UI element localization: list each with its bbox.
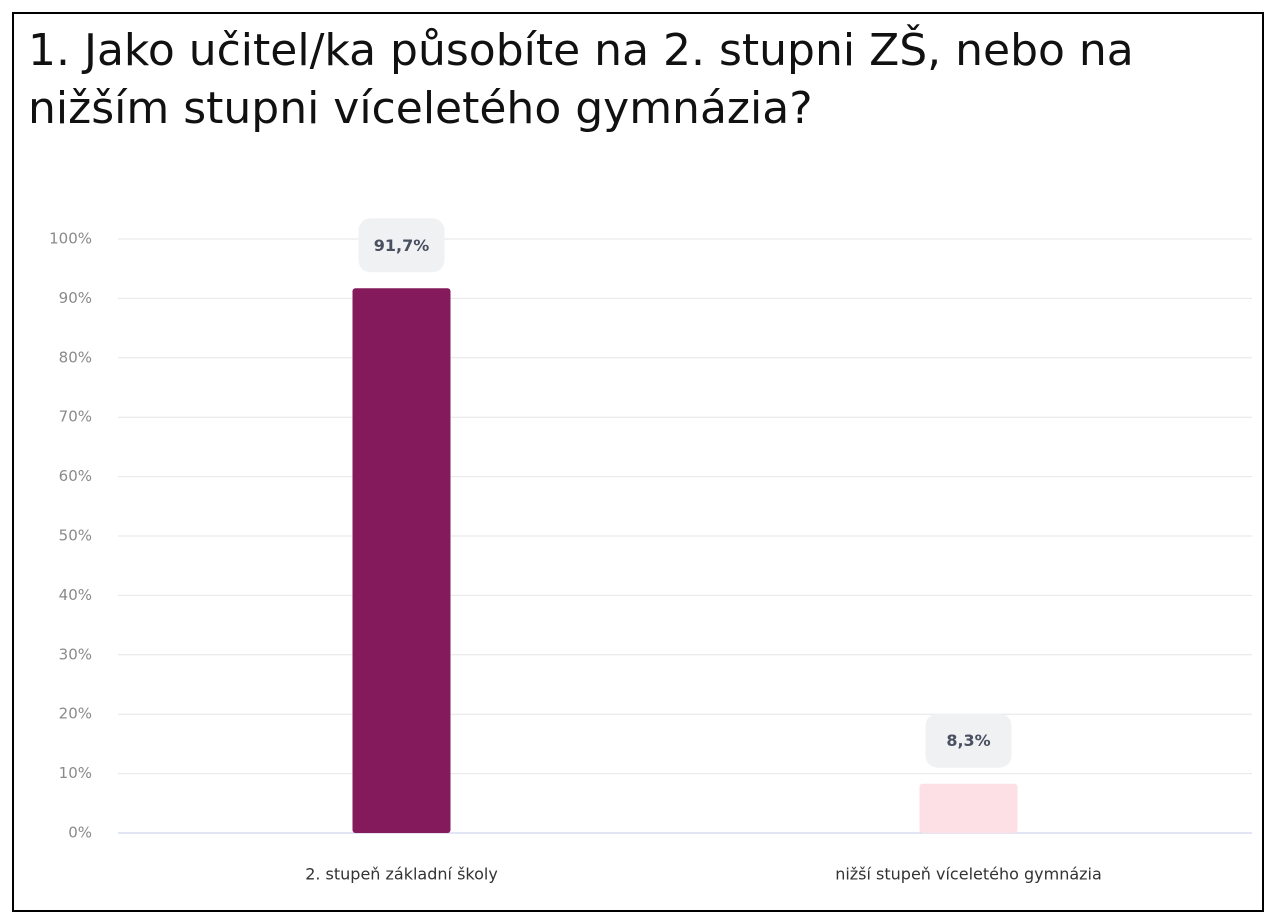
bar bbox=[352, 288, 451, 833]
y-tick-label: 20% bbox=[59, 705, 92, 723]
value-label: 91,7% bbox=[374, 236, 430, 255]
y-tick-label: 40% bbox=[59, 586, 92, 604]
y-tick-label: 70% bbox=[59, 408, 92, 426]
value-label-bg bbox=[925, 713, 1012, 768]
x-tick-label: nižší stupeň víceletého gymnázia bbox=[835, 865, 1102, 884]
y-tick-label: 50% bbox=[59, 527, 92, 545]
chart-title: 1. Jako učitel/ka působíte na 2. stupni … bbox=[28, 25, 1134, 134]
value-label: 8,3% bbox=[946, 731, 990, 750]
y-tick-label: 10% bbox=[59, 764, 92, 782]
value-label-bg bbox=[358, 218, 445, 273]
x-tick-label: 2. stupeň základní školy bbox=[305, 865, 498, 884]
y-tick-label: 90% bbox=[59, 289, 92, 307]
y-tick-label: 80% bbox=[59, 348, 92, 366]
y-tick-label: 30% bbox=[59, 645, 92, 663]
y-tick-label: 100% bbox=[49, 230, 92, 248]
y-tick-label: 60% bbox=[59, 467, 92, 485]
y-tick-label: 0% bbox=[68, 824, 92, 842]
bar bbox=[919, 783, 1018, 833]
